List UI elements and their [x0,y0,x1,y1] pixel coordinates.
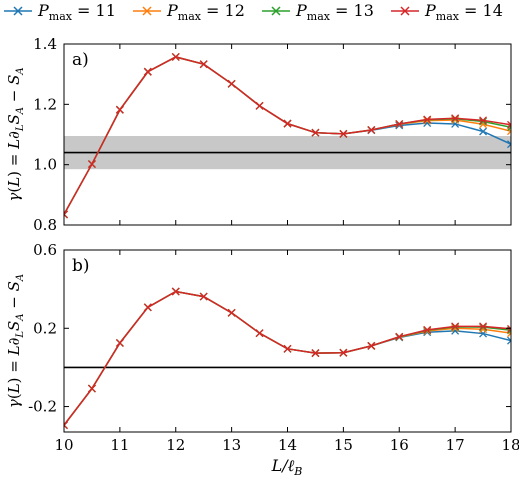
data-point [283,119,292,128]
data-point [451,114,460,123]
axes-frame [63,43,512,226]
data-point [339,129,348,138]
data-point [171,53,180,61]
panel-label: b) [72,256,90,276]
series [64,287,511,430]
data-point [367,341,376,350]
series [64,287,511,430]
plot-area [64,287,511,430]
data-point [423,115,432,124]
legend-entry: Pmax = 14 [391,1,503,23]
series [64,53,511,219]
data-point [283,344,292,353]
series [64,287,511,430]
y-tick-label: 0.6 [33,241,57,259]
data-point [255,101,264,110]
series-line [64,56,511,215]
legend-label: Pmax = 11 [37,1,116,23]
data-point [171,287,180,296]
data-point [227,79,236,88]
series-line [64,290,511,426]
legend-entry: Pmax = 12 [133,1,245,23]
data-point [479,322,488,331]
panel-label: a) [72,50,89,70]
series-line [64,56,511,215]
legend-marker [271,6,281,16]
data-point [87,384,96,393]
data-point [423,325,432,334]
x-tick-label: 11 [110,436,129,454]
series-line [64,290,511,426]
data-point [507,120,511,129]
x-tick-label: 14 [278,436,297,454]
axes-frame [63,249,512,433]
data-point [395,119,404,128]
series [64,53,511,219]
data-point [199,292,208,301]
series-line [64,56,511,215]
legend-marker [13,6,23,16]
data-point [339,348,348,357]
x-tick-label: 15 [334,436,353,454]
x-tick-label: 17 [446,436,465,454]
x-tick-label: 18 [501,436,519,454]
x-tick-label: 12 [166,436,185,454]
y-axis-label: γ(L) = L∂LSA − SA [5,67,26,201]
svg-text:L/ℓB: L/ℓB [271,456,303,478]
panel-a: 0.8 1.0 1.2 1.4 a) γ(L) = L∂LSA − SA [5,35,512,234]
data-point [451,322,460,331]
legend-marker [400,6,410,16]
data-point [507,140,511,149]
data-point [143,67,152,76]
legend: Pmax = 11 Pmax = 12 Pmax = 13 Pmax = 14 [4,1,503,23]
x-tick-label: 16 [390,436,409,454]
panel-b: 10 11 12 13 14 15 16 17 18 -0.2 0.2 0.6 b) γ(L) = L∂L… [5,241,519,454]
y-tick-label: -0.2 [28,398,57,416]
plot-area [64,53,511,219]
data-point [87,160,96,169]
data-point [479,127,488,136]
data-point [115,105,124,114]
data-point [64,421,68,430]
data-point [255,329,264,338]
y-tick-label: 0.2 [33,319,57,337]
data-point [479,117,488,126]
y-tick-label: 1.4 [33,35,57,53]
data-point [227,308,236,317]
legend-marker [142,6,152,16]
series-line [64,290,511,426]
data-point [367,126,376,134]
x-axis-label: L/ℓB [271,456,303,478]
series-line [64,56,511,215]
y-tick-label: 1.2 [33,95,57,113]
data-point [199,60,208,69]
data-point [395,332,404,341]
data-point [143,303,152,312]
legend-label: Pmax = 13 [295,1,374,23]
legend-label: Pmax = 12 [166,1,245,23]
series [64,53,511,219]
series [64,287,511,430]
data-point [115,338,124,347]
legend-label: Pmax = 14 [424,1,503,23]
series-line [64,290,511,426]
data-point [507,324,511,333]
y-tick-label: 0.8 [33,216,57,234]
data-point [507,336,511,345]
y-tick-label: 1.0 [33,156,57,174]
data-point [479,116,488,125]
legend-entry: Pmax = 13 [262,1,374,23]
data-point [64,210,68,219]
x-tick-label: 10 [54,436,73,454]
series [64,53,511,219]
data-point [311,128,320,137]
x-tick-label: 13 [222,436,241,454]
legend-entry: Pmax = 11 [4,1,116,23]
data-point [311,349,320,358]
y-axis-label: γ(L) = L∂LSA − SA [5,274,26,408]
